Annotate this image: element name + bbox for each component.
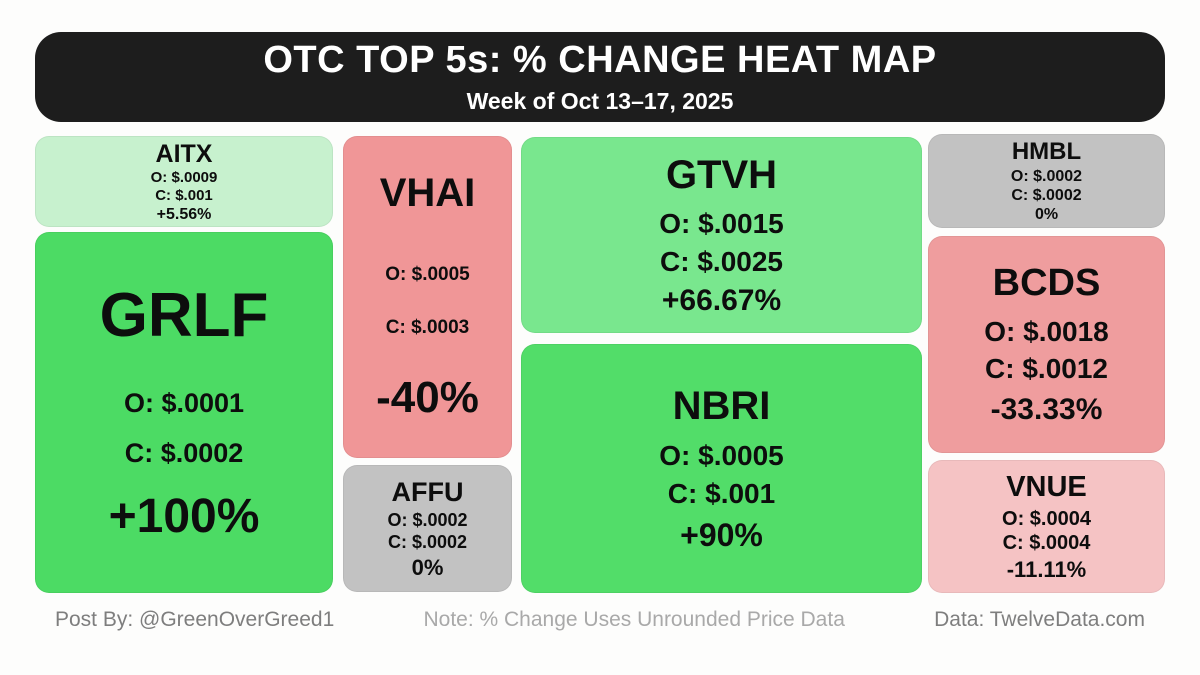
heatmap-tile-affu: AFFU O: $.0002 C: $.0002 0% (343, 465, 512, 592)
heatmap-tile-gtvh: GTVH O: $.0015 C: $.0025 +66.67% (521, 137, 922, 333)
open-price: O: $.0009 (150, 168, 218, 186)
ticker-symbol: GTVH (665, 152, 778, 197)
close-price: C: $.0002 (124, 437, 244, 468)
close-price: C: $.0004 (1002, 531, 1091, 554)
chart-title: OTC TOP 5s: % CHANGE HEAT MAP (263, 38, 937, 81)
chart-subtitle: Week of Oct 13–17, 2025 (466, 87, 734, 114)
heatmap-tile-bcds: BCDS O: $.0018 C: $.0012 -33.33% (928, 236, 1165, 453)
heatmap-tile-aitx: AITX O: $.0009 C: $.001 +5.56% (35, 136, 333, 227)
open-price: O: $.0018 (984, 315, 1109, 347)
open-price: O: $.0001 (123, 387, 245, 418)
percent-change: -40% (376, 373, 479, 423)
heatmap-tile-grlf: GRLF O: $.0001 C: $.0002 +100% (35, 232, 333, 593)
percent-change: -11.11% (1006, 556, 1087, 582)
percent-change: 0% (411, 555, 444, 581)
close-price: C: $.0012 (985, 353, 1108, 385)
ticker-symbol: AITX (155, 139, 213, 168)
open-price: O: $.0005 (385, 263, 470, 285)
open-price: O: $.0002 (387, 509, 468, 530)
footnote: Note: % Change Uses Unrounded Price Data (423, 608, 845, 631)
post-by-credit: Post By: @GreenOverGreed1 (55, 608, 335, 631)
heatmap-tile-nbri: NBRI O: $.0005 C: $.001 +90% (521, 344, 922, 593)
percent-change: +100% (108, 490, 260, 544)
percent-change: +5.56% (156, 205, 212, 223)
percent-change: 0% (1034, 205, 1059, 223)
open-price: O: $.0005 (659, 440, 784, 472)
ticker-symbol: VHAI (379, 170, 476, 215)
percent-change: +90% (680, 517, 763, 554)
percent-change: -33.33% (990, 392, 1103, 426)
title-bar: OTC TOP 5s: % CHANGE HEAT MAP Week of Oc… (35, 32, 1165, 122)
ticker-symbol: NBRI (672, 384, 771, 429)
close-price: C: $.0003 (385, 316, 470, 338)
ticker-symbol: HMBL (1011, 137, 1082, 165)
percent-change: +66.67% (661, 284, 782, 318)
open-price: O: $.0015 (659, 207, 784, 239)
open-price: O: $.0002 (1010, 167, 1083, 185)
open-price: O: $.0004 (1002, 507, 1091, 530)
footer: Post By: @GreenOverGreed1 Note: % Change… (0, 608, 1200, 632)
heatmap-tile-vhai: VHAI O: $.0005 C: $.0003 -40% (343, 136, 512, 458)
ticker-symbol: AFFU (391, 476, 464, 507)
close-price: C: $.001 (155, 186, 213, 204)
close-price: C: $.0025 (660, 245, 783, 277)
ticker-symbol: BCDS (992, 262, 1101, 305)
close-price: C: $.0002 (387, 531, 468, 552)
heatmap-tile-hmbl: HMBL O: $.0002 C: $.0002 0% (928, 134, 1165, 228)
ticker-symbol: GRLF (99, 281, 269, 351)
close-price: C: $.001 (667, 477, 776, 509)
close-price: C: $.0002 (1011, 186, 1082, 204)
data-source-credit: Data: TwelveData.com (934, 608, 1145, 631)
ticker-symbol: VNUE (1006, 470, 1087, 503)
heatmap-tile-vnue: VNUE O: $.0004 C: $.0004 -11.11% (928, 460, 1165, 593)
